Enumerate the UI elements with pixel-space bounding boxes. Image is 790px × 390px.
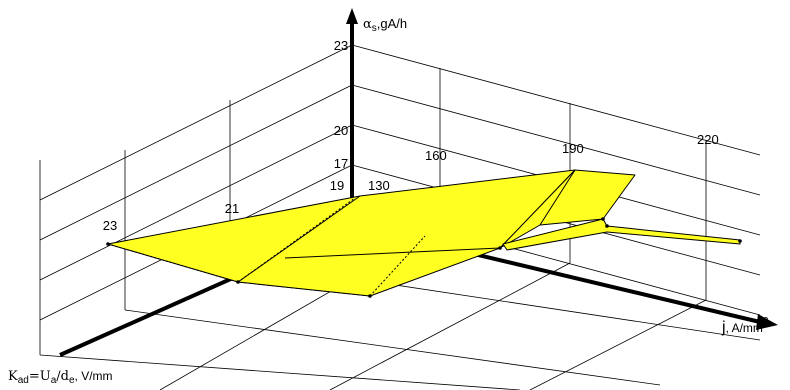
surface-vertex bbox=[498, 246, 502, 250]
y-axis-label: Kad=Ua/de, V/mm bbox=[8, 369, 113, 386]
x-tick-label: 190 bbox=[562, 141, 584, 156]
surface-vertex bbox=[738, 239, 742, 243]
x-axis-arrowhead bbox=[756, 314, 778, 330]
x-label-superscript: 2 bbox=[763, 316, 769, 327]
surface-vertex bbox=[106, 242, 110, 246]
surface-vertex bbox=[601, 217, 605, 221]
z-tick-label: 23 bbox=[334, 38, 348, 53]
x-axis-label: j, A/mm2 bbox=[721, 316, 769, 336]
z-axis-label: αs,gA/h bbox=[363, 16, 407, 34]
x-tick-label: 130 bbox=[368, 178, 390, 193]
y-label-k-sub: ad bbox=[18, 375, 29, 386]
y-label-eq: =U bbox=[29, 369, 51, 384]
y-label-a-sub: a bbox=[51, 375, 57, 386]
y-label-k: K bbox=[8, 369, 18, 384]
surface-crease bbox=[284, 247, 501, 259]
surface bbox=[106, 169, 742, 298]
surface-vertex bbox=[605, 224, 609, 228]
hidden-edge-center bbox=[369, 235, 426, 297]
y-tick-label: 21 bbox=[225, 201, 239, 216]
y-label-slash: /d bbox=[56, 369, 69, 384]
left-wall-grid bbox=[39, 44, 353, 355]
x-tick-label: 160 bbox=[425, 148, 447, 163]
y-label-e-sub: e bbox=[69, 375, 75, 386]
x-label-unit: , A/mm bbox=[726, 321, 763, 335]
hidden-edge-front bbox=[107, 243, 239, 283]
z-label-unit: ,gA/h bbox=[377, 16, 407, 31]
z-label-symbol: α bbox=[363, 17, 372, 32]
x-label-symbol: j bbox=[721, 319, 726, 336]
z-label-subscript: s bbox=[372, 23, 377, 34]
surface-vertex bbox=[236, 280, 240, 284]
surface-patch-right bbox=[499, 169, 636, 249]
y-tick-label: 19 bbox=[330, 178, 344, 193]
z-tick-label: 17 bbox=[334, 156, 348, 171]
surface-vertex bbox=[368, 294, 372, 298]
hidden-edge-left bbox=[237, 197, 356, 283]
y-label-unit: , V/mm bbox=[75, 369, 113, 383]
z-tick-label: 20 bbox=[334, 123, 348, 138]
x-tick-label: 220 bbox=[697, 132, 719, 147]
z-axis-arrowhead bbox=[346, 8, 358, 24]
y-tick-label: 23 bbox=[103, 218, 117, 233]
surface-crease-right bbox=[539, 169, 576, 226]
